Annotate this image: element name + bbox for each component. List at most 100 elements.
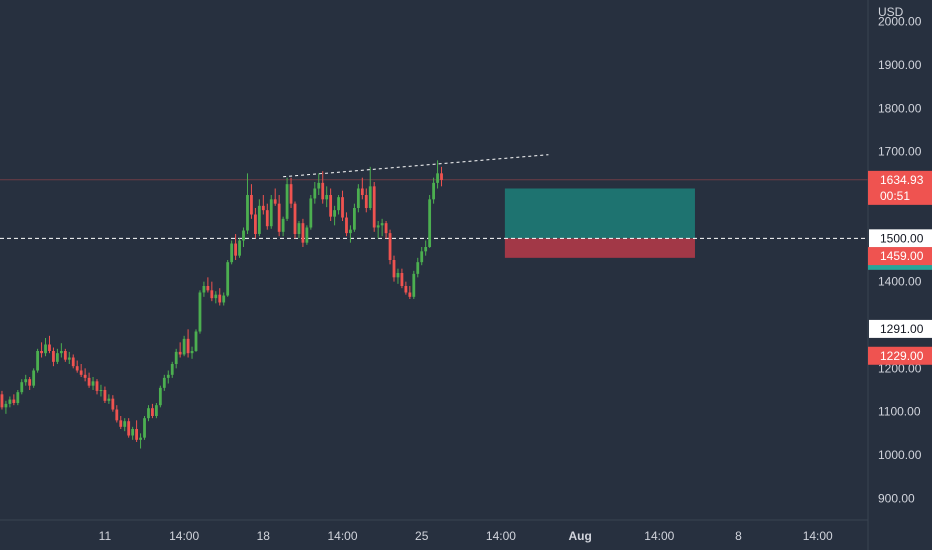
time-tick-label: 25 [415,529,429,543]
time-tick-label: 18 [257,529,271,543]
candle-body [412,273,416,297]
candle-body [83,374,87,378]
candle [95,379,99,395]
candle [281,216,285,237]
candle [40,342,43,358]
candle-body [210,290,214,299]
candle [182,335,186,357]
candle [222,292,226,306]
price-tick-label: 900.00 [878,491,915,505]
candle-body [67,357,71,360]
candle-body [8,399,12,404]
price-line-badge-label: 1500.00 [880,231,924,245]
candle [119,416,123,429]
price-line-badge [869,229,932,248]
candle [388,229,392,265]
candle-body [329,195,333,217]
candle-body [44,344,47,354]
candle [424,240,428,256]
candle [127,418,131,438]
candle [309,195,313,230]
candle [135,420,138,442]
candle-body [75,366,79,371]
candle-body [119,420,123,427]
price-badge [868,247,932,266]
trendline-segment[interactable] [283,154,549,178]
candle-body [230,243,234,263]
candle [372,182,376,232]
candle [313,182,317,204]
profit-zone[interactable] [504,188,695,239]
time-tick-label: 14:00 [328,529,358,543]
price-badge-label: 1459.00 [880,249,924,263]
candle-body [408,292,412,297]
candle-body [337,197,340,211]
price-line-badge-label: 1291.00 [880,322,924,336]
candle-body [63,351,67,360]
candle [242,227,245,247]
candle [83,368,87,382]
candle [143,416,146,440]
candle-body [265,210,269,227]
candle [297,221,301,239]
time-axis[interactable]: 11 14:00 18 14:00 25 14:00 Aug 14:00 8 14:00 [0,519,868,543]
candle-body [226,262,230,296]
candle-body [190,351,194,354]
candle [103,386,107,403]
candle-body [261,205,265,211]
candle [147,405,150,422]
price-tick-label: 1800.00 [878,101,922,115]
candle [111,395,115,412]
candle [432,177,435,204]
candle-body [364,195,368,208]
candle-body [285,184,289,219]
candle-body [293,203,297,234]
candle [356,184,360,213]
candle [48,335,51,354]
candle [305,225,309,245]
candle-body [99,390,103,391]
candle [151,403,154,419]
candle [420,247,424,266]
candle-body [246,195,249,231]
candle [345,212,348,237]
price-axis[interactable]: USD 900.001000.001100.001200.001300.0014… [867,0,922,550]
candle-body [71,357,75,367]
price-tick-label: 1200.00 [878,361,922,375]
candle-body [388,233,392,260]
trendline[interactable] [283,154,549,178]
position-tool[interactable] [504,188,695,258]
candle-body [202,286,206,293]
candle [59,343,63,358]
candle [91,377,95,390]
candle-body [353,208,356,230]
candle [301,218,305,247]
candle [158,385,162,408]
price-tick-label: 1400.00 [878,275,922,289]
candle [28,377,32,390]
candle [341,190,344,221]
candle-body [321,182,325,200]
candle [333,205,336,226]
candle-body [147,408,150,419]
candle-body [309,198,313,228]
candle [277,195,281,237]
candle-body [174,351,178,364]
candle [32,368,36,388]
candle-body [396,273,400,278]
candle [12,394,16,406]
last-price-value: 1634.93 [880,173,924,187]
loss-zone[interactable] [504,238,695,258]
candle-body [432,182,435,200]
candle-body [95,381,99,391]
candle-body [115,409,119,421]
candle-body [222,295,226,303]
candle-body [313,188,317,199]
candle [234,234,237,260]
candle [396,268,400,284]
candle [131,426,135,440]
price-tick-label: 1900.00 [878,58,922,72]
candle [293,201,297,239]
